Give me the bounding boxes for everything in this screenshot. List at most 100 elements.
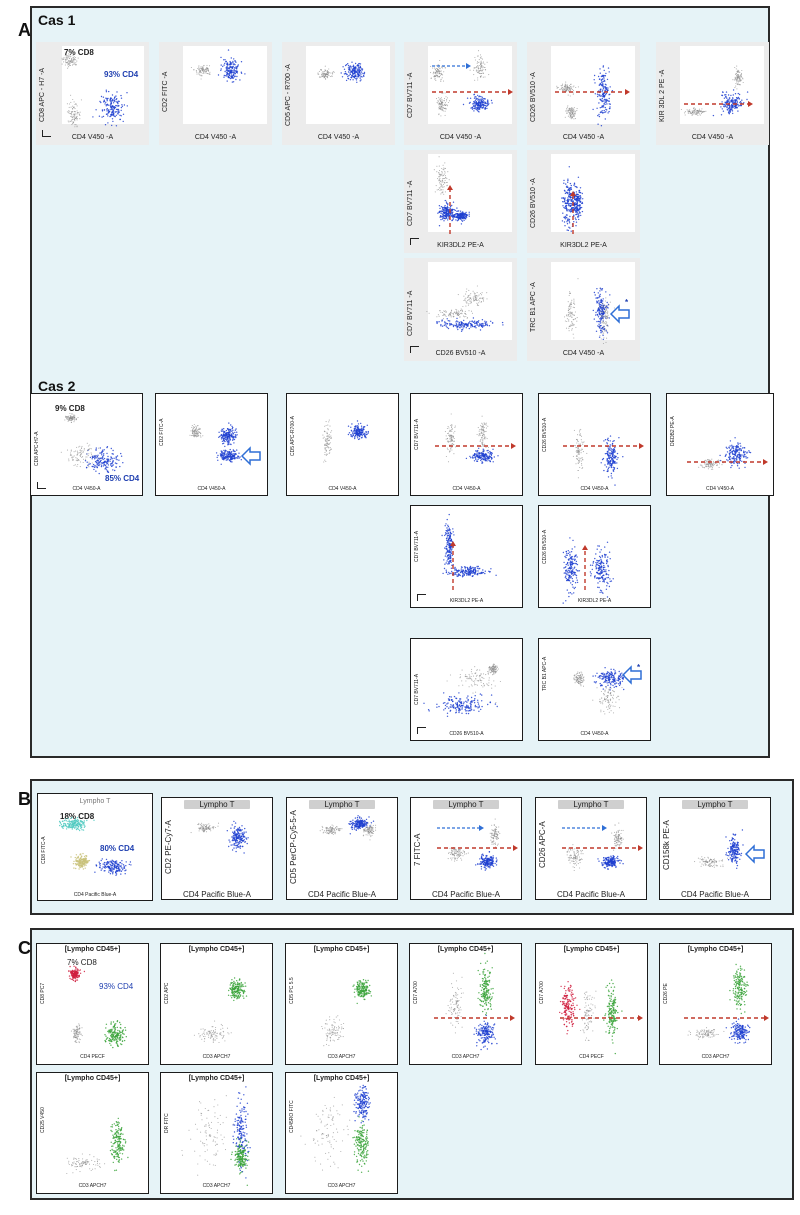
cell-dot [742,77,744,79]
cell-dot [739,101,741,104]
cell-dot [447,461,450,463]
cell-dot [574,110,576,112]
cell-dot [228,422,230,424]
cell-dot [202,435,204,437]
cell-dot [477,455,479,457]
cell-dot [357,438,360,441]
cell-dot [442,192,444,194]
cell-dot [687,112,689,114]
cell-dot [449,314,451,316]
cell-dot [445,104,447,107]
cell-dot [579,207,581,209]
cell-dot [447,426,449,428]
cell-dot [696,111,698,113]
cell-dot [594,294,596,296]
cell-dot [574,118,576,120]
cell-dot [100,465,103,468]
cell-dot [471,324,473,326]
cell-dot [457,328,459,331]
cell-dot [477,66,479,68]
cas1-plot-kir-vs-cd4: KIR 3DL 2 PE -A CD4 V450 -A [656,42,769,145]
cell-dot [473,106,476,108]
cell-dot [447,210,450,212]
cell-dot [471,108,474,110]
cell-dot [598,325,601,327]
cell-dot [606,325,608,327]
cell-dot [575,213,577,216]
cell-dot [446,207,449,209]
cell-dot [438,104,440,106]
cell-dot [477,295,479,297]
cell-dot [598,295,601,297]
cell-dot [481,441,483,444]
cell-dot [451,214,453,217]
cell-dot [103,109,106,111]
cell-dot [322,71,324,73]
cell-dot [228,64,231,66]
cell-dot [200,66,202,68]
cell-dot [81,452,83,455]
cell-dot [738,105,740,107]
cell-dot [690,111,692,114]
cell-dot [602,298,604,300]
cell-dot [101,457,103,460]
cell-dot [486,298,488,300]
cell-dot [574,207,576,210]
cell-dot [484,437,486,440]
cell-dot [481,428,483,430]
cell-dot [479,292,482,295]
cell-dot [476,450,478,452]
cell-dot [580,457,582,459]
cell-dot [446,447,448,449]
cell-dot [73,59,76,61]
cell-dot [480,301,482,303]
cell-dot [66,103,68,105]
cell-dot [572,93,574,95]
cell-dot [236,431,238,433]
cell-dot [327,71,329,73]
cell-dot [574,217,577,219]
cell-dot [477,94,479,97]
cell-dot [451,428,453,430]
cell-dot [359,77,361,79]
cell-dot [579,429,581,431]
cell-dot [597,325,599,327]
cell-dot [611,450,613,453]
cas1-plot-cd26-vs-kir: CD26 BV510 -A KIR3DL2 PE-A [527,150,640,253]
gate-arrows [447,185,453,234]
cell-dot [221,457,223,459]
scatter-points [317,61,366,83]
cell-dot [609,444,611,446]
cell-dot [571,325,573,327]
cell-dot [467,295,469,297]
cell-dot [75,118,77,120]
cell-dot [461,321,463,324]
cell-dot [355,425,357,427]
cell-dot [464,298,466,300]
cell-dot [476,304,478,306]
cell-dot [571,299,573,301]
cell-dot [328,443,330,445]
cell-dot [611,477,613,479]
cell-dot [475,298,477,300]
cell-dot [228,441,230,443]
cell-dot [568,219,570,221]
cas1-plot-cd8-vs-cd4: CD8 APC - H7 -A CD4 V450 -A 7% CD8 93% C… [36,42,149,145]
cell-dot [348,74,350,77]
cell-dot [595,311,597,314]
cell-dot [112,464,114,466]
cell-dot [574,311,576,313]
cell-dot [450,413,452,415]
cell-dot [65,55,67,57]
cell-dot [573,115,575,118]
cell-dot [481,442,483,444]
cell-dot [67,416,69,419]
cell-dot [456,327,458,329]
cell-dot [440,188,442,190]
cell-dot [480,430,482,432]
cell-dot [462,211,464,213]
cell-dot [321,75,323,77]
cell-dot [76,117,78,120]
cell-dot [356,420,359,422]
cell-dot [567,179,569,182]
